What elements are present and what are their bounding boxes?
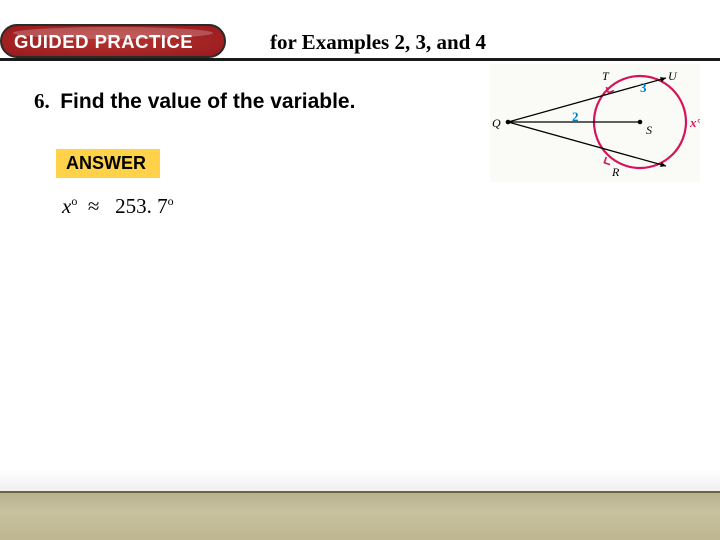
question-text: Find the value of the variable. bbox=[60, 90, 355, 113]
svg-text:T: T bbox=[602, 69, 610, 83]
eq-variable: x bbox=[62, 194, 71, 218]
diagram-svg: Q T U R S 2 3 x° bbox=[490, 64, 700, 182]
svg-text:U: U bbox=[668, 69, 678, 83]
footer-band bbox=[0, 493, 720, 540]
eq-value: 253. 7 bbox=[115, 194, 168, 218]
svg-text:3: 3 bbox=[640, 80, 647, 95]
for-examples-label: for Examples 2, 3, and 4 bbox=[270, 30, 486, 55]
answer-box: ANSWER bbox=[56, 149, 160, 178]
guided-practice-label: GUIDED PRACTICE bbox=[14, 31, 193, 53]
geometry-diagram: Q T U R S 2 3 x° bbox=[490, 64, 700, 182]
eq-lhs-deg: o bbox=[71, 194, 77, 208]
question-row: 6. Find the value of the variable. bbox=[34, 89, 355, 114]
guided-practice-pill: GUIDED PRACTICE bbox=[0, 24, 226, 60]
eq-rhs-deg: o bbox=[168, 194, 174, 208]
svg-text:Q: Q bbox=[492, 116, 501, 130]
svg-text:S: S bbox=[646, 123, 652, 137]
footer-shadow bbox=[0, 469, 720, 491]
svg-text:R: R bbox=[611, 165, 620, 179]
svg-text:2: 2 bbox=[572, 109, 579, 124]
answer-equation: xo ≈ 253. 7o bbox=[62, 194, 174, 219]
svg-text:x°: x° bbox=[689, 115, 700, 130]
approx-symbol: ≈ bbox=[88, 194, 100, 218]
question-number: 6. bbox=[34, 89, 50, 113]
